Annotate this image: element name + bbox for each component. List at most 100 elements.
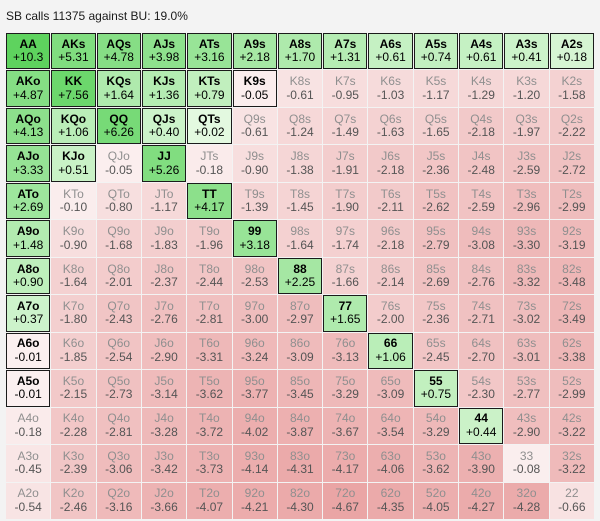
- hand-cell[interactable]: 75s -2.36: [413, 295, 459, 332]
- hand-cell[interactable]: KTo -0.10: [51, 182, 96, 220]
- hand-cell[interactable]: 62s -3.38: [549, 332, 594, 370]
- hand-cell[interactable]: K7s -0.95: [323, 70, 368, 107]
- hand-cell[interactable]: 73s -3.02: [504, 295, 549, 332]
- hand-cell[interactable]: 73o -4.17: [323, 445, 368, 482]
- hand-cell[interactable]: T3o -3.73: [187, 445, 232, 482]
- hand-cell[interactable]: T5o -3.62: [187, 370, 232, 407]
- hand-cell[interactable]: 64o -3.54: [368, 407, 413, 445]
- hand-cell[interactable]: K4s -1.29: [459, 70, 504, 107]
- hand-cell[interactable]: 52o -4.05: [413, 482, 459, 519]
- hand-cell[interactable]: T7o -2.81: [187, 295, 232, 332]
- hand-cell[interactable]: 65o -3.09: [368, 370, 413, 407]
- hand-cell[interactable]: 22 -0.66: [549, 482, 594, 519]
- hand-cell[interactable]: K7o -1.80: [51, 295, 96, 332]
- hand-cell[interactable]: 83o -4.31: [277, 445, 323, 482]
- hand-cell[interactable]: T8o -2.44: [187, 257, 232, 295]
- hand-cell[interactable]: 92o -4.21: [232, 482, 277, 519]
- hand-cell[interactable]: 84o -3.87: [277, 407, 323, 445]
- hand-cell[interactable]: Q4s -2.18: [459, 107, 504, 145]
- hand-cell[interactable]: AKo +4.87: [6, 70, 51, 107]
- hand-cell[interactable]: Q4o -2.81: [96, 407, 141, 445]
- hand-cell[interactable]: A4s +0.61: [459, 33, 504, 70]
- hand-cell[interactable]: T5s -2.62: [413, 182, 459, 220]
- hand-cell[interactable]: AKs +5.31: [51, 33, 96, 70]
- hand-cell[interactable]: T8s -1.45: [277, 182, 323, 220]
- hand-cell[interactable]: KK +7.56: [51, 70, 96, 107]
- hand-cell[interactable]: 64s -2.70: [459, 332, 504, 370]
- hand-cell[interactable]: 33 -0.08: [504, 445, 549, 482]
- hand-cell[interactable]: A6o -0.01: [6, 332, 51, 370]
- hand-cell[interactable]: Q6s -1.63: [368, 107, 413, 145]
- hand-cell[interactable]: 63o -4.06: [368, 445, 413, 482]
- hand-cell[interactable]: A3s +0.41: [504, 33, 549, 70]
- hand-cell[interactable]: 74s -2.71: [459, 295, 504, 332]
- hand-cell[interactable]: K3s -1.20: [504, 70, 549, 107]
- hand-cell[interactable]: A9s +2.18: [232, 33, 277, 70]
- hand-cell[interactable]: 99 +3.18: [232, 220, 277, 257]
- hand-cell[interactable]: 72o -4.67: [323, 482, 368, 519]
- hand-cell[interactable]: 88 +2.25: [277, 257, 323, 295]
- hand-cell[interactable]: 86s -2.14: [368, 257, 413, 295]
- hand-cell[interactable]: J5s -2.36: [413, 145, 459, 182]
- hand-cell[interactable]: J8s -1.38: [277, 145, 323, 182]
- hand-cell[interactable]: J3o -3.42: [141, 445, 187, 482]
- hand-cell[interactable]: K9s -0.05: [232, 70, 277, 107]
- hand-cell[interactable]: 87o -2.97: [277, 295, 323, 332]
- hand-cell[interactable]: 96s -2.18: [368, 220, 413, 257]
- hand-cell[interactable]: J4s -2.48: [459, 145, 504, 182]
- hand-cell[interactable]: T7s -1.90: [323, 182, 368, 220]
- hand-cell[interactable]: A4o -0.18: [6, 407, 51, 445]
- hand-cell[interactable]: A9o +1.48: [6, 220, 51, 257]
- hand-cell[interactable]: AA +10.3: [6, 33, 51, 70]
- hand-cell[interactable]: 43s -2.90: [504, 407, 549, 445]
- hand-cell[interactable]: Q9o -1.68: [96, 220, 141, 257]
- hand-cell[interactable]: J2o -3.66: [141, 482, 187, 519]
- hand-cell[interactable]: ATo +2.69: [6, 182, 51, 220]
- hand-cell[interactable]: 97o -3.00: [232, 295, 277, 332]
- hand-cell[interactable]: J8o -2.37: [141, 257, 187, 295]
- hand-cell[interactable]: K2s -1.58: [549, 70, 594, 107]
- hand-cell[interactable]: 53s -2.77: [504, 370, 549, 407]
- hand-cell[interactable]: A5s +0.74: [413, 33, 459, 70]
- hand-cell[interactable]: J4o -3.28: [141, 407, 187, 445]
- hand-cell[interactable]: K4o -2.28: [51, 407, 96, 445]
- hand-cell[interactable]: 55 +0.75: [413, 370, 459, 407]
- hand-cell[interactable]: 85o -3.45: [277, 370, 323, 407]
- hand-cell[interactable]: T6s -2.11: [368, 182, 413, 220]
- hand-cell[interactable]: T4s -2.59: [459, 182, 504, 220]
- hand-cell[interactable]: 62o -4.35: [368, 482, 413, 519]
- hand-cell[interactable]: A2s +0.18: [549, 33, 594, 70]
- hand-cell[interactable]: T2o -4.07: [187, 482, 232, 519]
- hand-cell[interactable]: A8s +1.70: [277, 33, 323, 70]
- hand-cell[interactable]: 32o -4.28: [504, 482, 549, 519]
- hand-cell[interactable]: T9o -1.96: [187, 220, 232, 257]
- hand-cell[interactable]: T3s -2.96: [504, 182, 549, 220]
- hand-cell[interactable]: 84s -2.76: [459, 257, 504, 295]
- hand-cell[interactable]: J5o -3.14: [141, 370, 187, 407]
- hand-cell[interactable]: A7o +0.37: [6, 295, 51, 332]
- hand-cell[interactable]: 72s -3.49: [549, 295, 594, 332]
- hand-cell[interactable]: K5s -1.17: [413, 70, 459, 107]
- hand-cell[interactable]: K5o -2.15: [51, 370, 96, 407]
- hand-cell[interactable]: K3o -2.39: [51, 445, 96, 482]
- hand-cell[interactable]: Q2o -3.16: [96, 482, 141, 519]
- hand-cell[interactable]: A8o +0.90: [6, 257, 51, 295]
- hand-cell[interactable]: J7o -2.76: [141, 295, 187, 332]
- hand-cell[interactable]: 44 +0.44: [459, 407, 504, 445]
- hand-cell[interactable]: AQs +4.78: [96, 33, 141, 70]
- hand-cell[interactable]: KTs +0.79: [187, 70, 232, 107]
- hand-cell[interactable]: 52s -2.99: [549, 370, 594, 407]
- hand-cell[interactable]: 66 +1.06: [368, 332, 413, 370]
- hand-cell[interactable]: JJ +5.26: [141, 145, 187, 182]
- hand-cell[interactable]: 93o -4.14: [232, 445, 277, 482]
- hand-cell[interactable]: Q2s -2.22: [549, 107, 594, 145]
- hand-cell[interactable]: 98o -2.53: [232, 257, 277, 295]
- hand-cell[interactable]: K6s -1.03: [368, 70, 413, 107]
- hand-cell[interactable]: A5o -0.01: [6, 370, 51, 407]
- hand-cell[interactable]: 42o -4.27: [459, 482, 504, 519]
- hand-cell[interactable]: 32s -3.22: [549, 445, 594, 482]
- hand-cell[interactable]: A7s +1.31: [323, 33, 368, 70]
- hand-cell[interactable]: 95o -3.77: [232, 370, 277, 407]
- hand-cell[interactable]: J3s -2.59: [504, 145, 549, 182]
- hand-cell[interactable]: T6o -3.31: [187, 332, 232, 370]
